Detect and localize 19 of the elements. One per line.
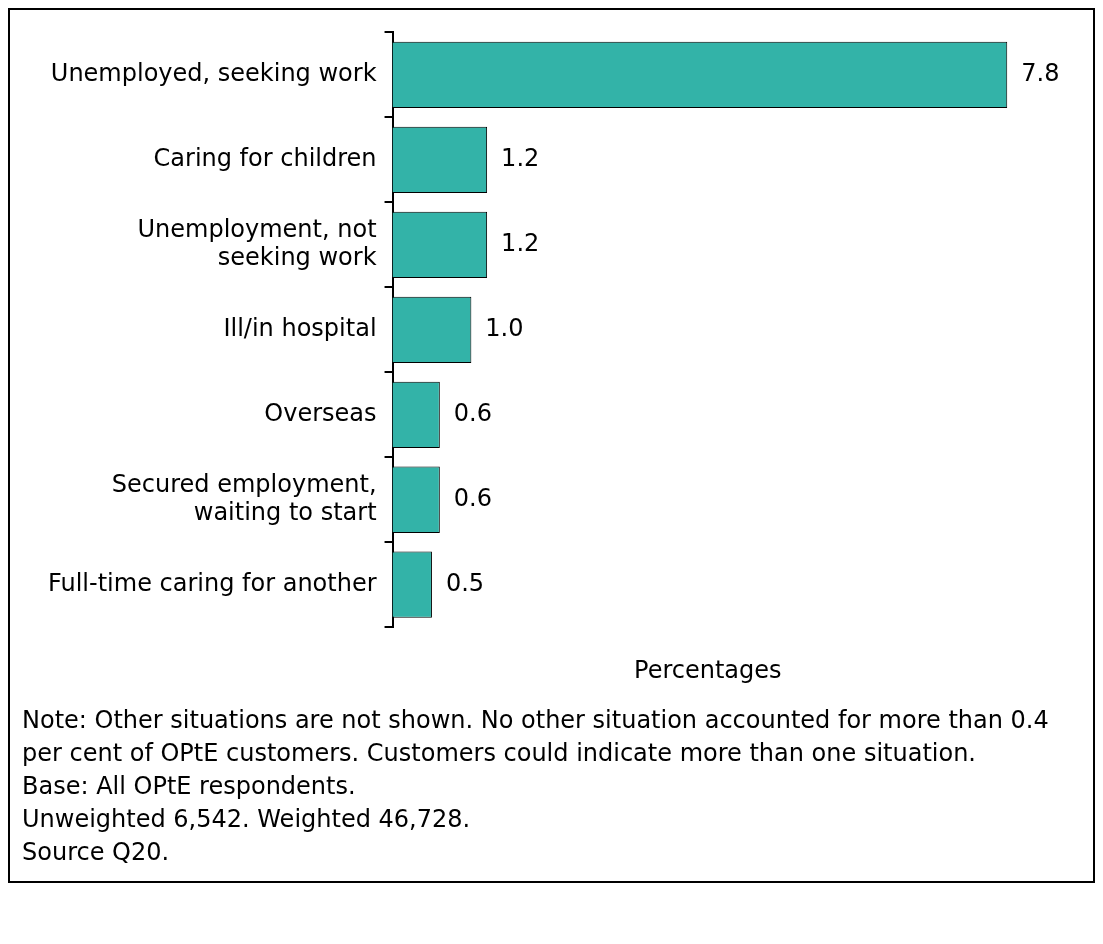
y-tick-label: Secured employment, waiting to start (111, 469, 377, 527)
x-axis-title: Percentages (634, 655, 782, 684)
data-label: 1.2 (501, 144, 540, 173)
source-note: Source Q20. (22, 837, 171, 868)
y-tick-label: Full-time caring for another (48, 568, 377, 597)
y-tick-label: Caring for children (153, 144, 377, 173)
text: Base: All OPtE respondents. (22, 771, 357, 802)
text: Note: Other situations are not shown. No other situation accounted for more than 0.4 per cent of OPtE customers. Customers could indicate more than one situation. (22, 705, 1050, 769)
data-label: 0.6 (453, 483, 492, 512)
data-label: 0.6 (453, 399, 492, 428)
y-tick-label: Unemployed, seeking work (50, 59, 377, 88)
y-tick-label: Unemployment, not seeking work (137, 214, 377, 272)
data-label: 7.8 (1021, 59, 1060, 88)
y-tick-label: Ill/in hospital (223, 314, 377, 343)
data-label: 1.0 (485, 314, 524, 343)
data-label: 1.2 (501, 229, 540, 258)
data-label: 0.5 (445, 568, 485, 597)
text: Unweighted 6,542. Weighted 46,728. (22, 804, 472, 835)
y-tick-label: Overseas (264, 399, 377, 428)
